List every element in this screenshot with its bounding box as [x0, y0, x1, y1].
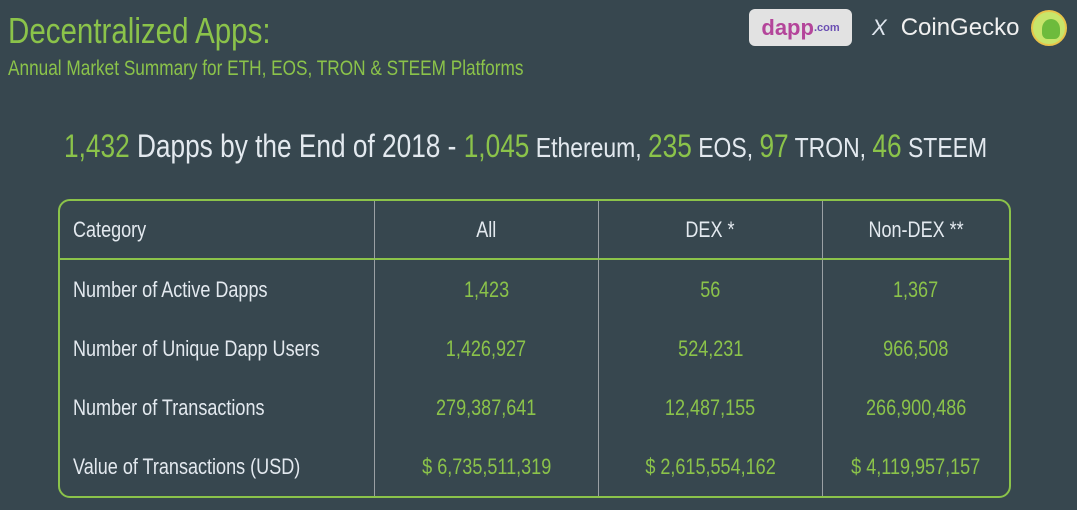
cell-non-dex: 266,900,486 [821, 378, 1009, 437]
summary-table: Category All DEX * Non-DEX ** Number of … [58, 199, 1011, 498]
page-subtitle: Annual Market Summary for ETH, EOS, TRON… [8, 57, 524, 80]
cell-non-dex: $ 4,119,957,157 [821, 437, 1009, 496]
cell-non-dex: 966,508 [821, 319, 1009, 378]
table-header-row: Category All DEX * Non-DEX ** [60, 201, 1009, 260]
header-non-dex: Non-DEX ** [821, 201, 1009, 260]
row-label: Number of Active Dapps [73, 276, 268, 302]
collab-x: X [872, 14, 887, 40]
partner-logos: dapp .com X CoinGecko [749, 9, 1068, 46]
header-all: All [373, 201, 598, 260]
table-row: Value of Transactions (USD) $ 6,735,511,… [60, 437, 1009, 496]
cell-all: 1,426,927 [373, 319, 598, 378]
cell-all: 279,387,641 [373, 378, 598, 437]
coingecko-logo-icon [1031, 9, 1068, 46]
row-label: Number of Unique Dapp Users [73, 335, 320, 361]
table-row: Number of Unique Dapp Users 1,426,927 52… [60, 319, 1009, 378]
coingecko-label: CoinGecko [900, 13, 1020, 41]
cell-dex: 524,231 [597, 319, 822, 378]
cell-non-dex: 1,367 [821, 260, 1009, 319]
cell-all: 1,423 [373, 260, 598, 319]
cell-all: $ 6,735,511,319 [373, 437, 598, 496]
page-title: Decentralized Apps: [8, 10, 271, 51]
row-label: Value of Transactions (USD) [73, 453, 301, 479]
table-row: Number of Active Dapps 1,423 56 1,367 [60, 260, 1009, 319]
cell-dex: 56 [597, 260, 822, 319]
table-row: Number of Transactions 279,387,641 12,48… [60, 378, 1009, 437]
cell-dex: $ 2,615,554,162 [597, 437, 822, 496]
row-label: Number of Transactions [73, 394, 265, 420]
header-dex: DEX * [597, 201, 822, 260]
headline: 1,432 Dapps by the End of 2018 - 1,045 E… [64, 128, 988, 164]
header-category: Category [60, 201, 374, 260]
dapp-com-logo: dapp .com [749, 9, 852, 46]
cell-dex: 12,487,155 [597, 378, 822, 437]
